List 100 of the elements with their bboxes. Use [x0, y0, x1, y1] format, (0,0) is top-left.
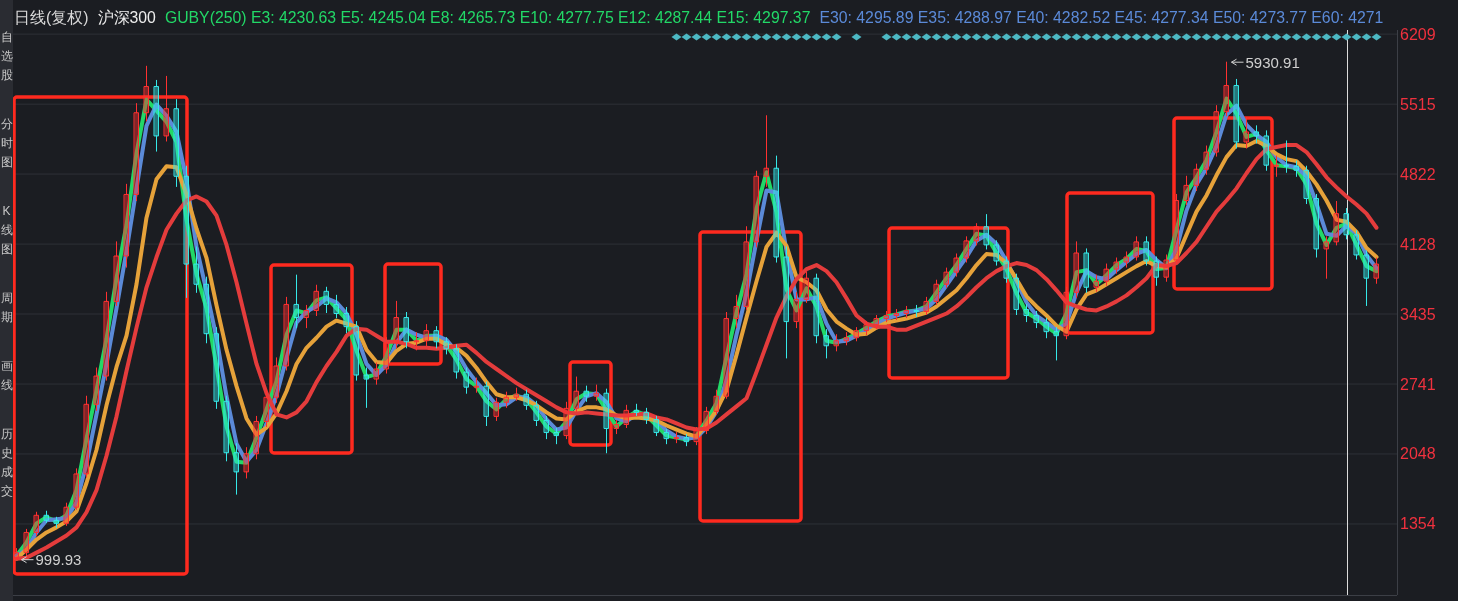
y-tick-label: 6209 [1400, 25, 1436, 43]
candlestick [674, 432, 679, 444]
candlestick [1264, 130, 1269, 171]
candlestick [824, 329, 829, 359]
candlestick [94, 367, 99, 411]
candlestick [54, 516, 59, 528]
candlestick [944, 267, 949, 288]
candlestick [1074, 241, 1079, 298]
candlestick [574, 376, 579, 412]
candlestick [334, 294, 339, 319]
candlestick [934, 279, 939, 305]
candlestick [454, 344, 459, 379]
value-label: 999.93 [35, 551, 82, 569]
annotation: 历史成交 [0, 426, 13, 498]
candlestick [774, 155, 779, 263]
candlestick [1034, 310, 1039, 329]
candlestick [294, 274, 299, 329]
candlestick [354, 321, 359, 381]
candlestick [144, 65, 149, 122]
candlestick [904, 305, 909, 319]
annotation: 自选股 [0, 29, 13, 82]
candlestick [284, 296, 289, 371]
candlestick [974, 223, 979, 246]
candlestick [124, 183, 129, 268]
candlestick [1044, 318, 1049, 339]
candlestick [1004, 256, 1009, 283]
candlestick [1314, 193, 1319, 258]
y-tick-label: 3435 [1400, 305, 1436, 323]
candlestick [554, 428, 559, 445]
candlestick [954, 253, 959, 277]
annotation: 分时图 [0, 116, 13, 169]
candlestick [184, 165, 189, 298]
candlestick [1344, 208, 1349, 240]
candlestick [164, 75, 169, 142]
candlestick [644, 407, 649, 424]
candlestick [304, 304, 309, 329]
candlestick [364, 367, 369, 408]
candlestick [854, 327, 859, 342]
candlestick [414, 332, 419, 351]
candlestick [1224, 61, 1229, 117]
candlestick [624, 404, 629, 429]
legend-label: GUBY(250) E3: 4230.63 E5: 4245.04 E8: 4265.73 E10: 4277.75 E12: 4287.44 E15: 4297.37 [164, 8, 811, 26]
candlestick [324, 286, 329, 313]
candlestick [244, 447, 249, 479]
annotation: K线图 [0, 203, 13, 256]
candlestick [114, 241, 119, 306]
candlestick [474, 377, 479, 393]
value-label: 5930.91 [1245, 53, 1300, 71]
candlestick [64, 502, 69, 526]
candlestick [1174, 193, 1179, 264]
candlestick [1024, 303, 1029, 323]
legend-label: E30: 4295.89 E35: 4288.97 E40: 4282.52 E45: 4277.34 E50: 4273.77 E60: 4271 [819, 8, 1384, 26]
y-tick-label: 2048 [1400, 445, 1436, 463]
candlestick [804, 271, 809, 303]
candlestick [504, 391, 509, 408]
candlestick [544, 415, 549, 440]
candlestick [744, 226, 749, 310]
candlestick [734, 294, 739, 329]
candlestick [1234, 78, 1239, 149]
candlestick [524, 389, 529, 410]
candlestick [24, 528, 29, 557]
candlestick [1184, 175, 1189, 206]
candlestick [594, 384, 599, 401]
candlestick [664, 429, 669, 445]
candlestick [1304, 165, 1309, 205]
candlestick [14, 548, 19, 561]
candlestick [1164, 254, 1169, 282]
candlestick [1084, 248, 1089, 293]
candlestick [1274, 155, 1279, 177]
candlestick [1094, 274, 1099, 292]
candlestick [154, 79, 159, 152]
candlestick [404, 312, 409, 349]
candlestick [494, 397, 499, 421]
candlestick [224, 395, 229, 462]
candlestick [34, 511, 39, 536]
candlestick [1294, 160, 1299, 177]
candlestick [424, 324, 429, 347]
candlestick [784, 246, 789, 359]
candlestick [134, 103, 139, 202]
candlestick [1144, 236, 1149, 266]
chart-title: 日线(复权) [14, 8, 89, 26]
candlestick [794, 291, 799, 329]
annotation: 周期 [0, 290, 13, 324]
candlestick [254, 415, 259, 460]
y-tick-label: 5515 [1400, 95, 1436, 113]
candlestick [564, 401, 569, 440]
candlestick [374, 362, 379, 385]
candlestick [1134, 236, 1139, 261]
candlestick [274, 357, 279, 403]
candlestick [884, 310, 889, 323]
candlestick [204, 276, 209, 344]
candlestick [394, 300, 399, 349]
candlestick [1114, 257, 1119, 274]
candlestick [214, 327, 219, 409]
candlestick [1124, 251, 1129, 268]
candlestick [584, 385, 589, 402]
candlestick [754, 170, 759, 248]
chart-subtitle: 沪深300 [97, 8, 157, 26]
candlestick [914, 304, 919, 318]
candlestick [1334, 201, 1339, 246]
